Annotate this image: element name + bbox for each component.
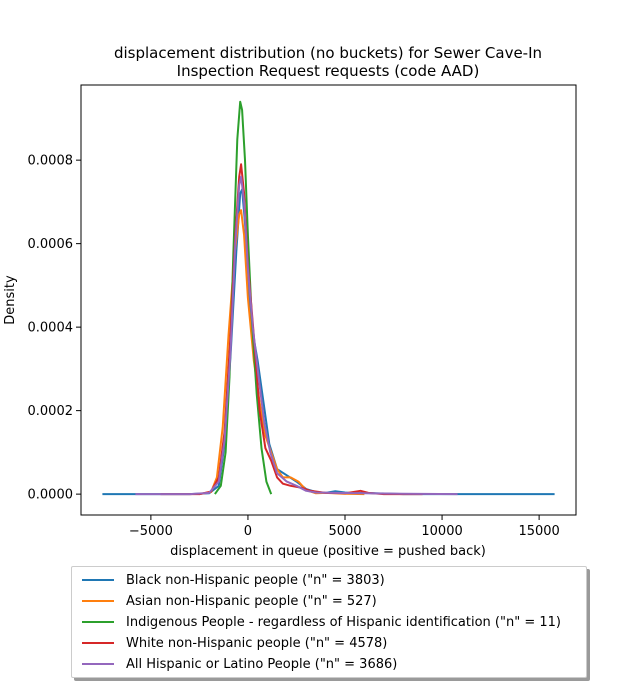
y-tick-label: 0.0000 bbox=[28, 488, 74, 503]
legend-item: All Hispanic or Latino People ("n" = 368… bbox=[72, 654, 397, 674]
legend-swatch-line bbox=[82, 621, 114, 623]
series-layer bbox=[102, 100, 555, 496]
chart-title-line-1: displacement distribution (no buckets) f… bbox=[114, 44, 542, 62]
y-tick-label: 0.0004 bbox=[28, 321, 74, 336]
legend-label: White non-Hispanic people ("n" = 4578) bbox=[126, 635, 388, 651]
y-axis-label: Density bbox=[3, 275, 18, 325]
y-tick-label: 0.0008 bbox=[28, 154, 74, 169]
legend-swatch-line bbox=[82, 579, 114, 581]
x-tick-label: 5000 bbox=[328, 524, 361, 539]
legend-label: Indigenous People - regardless of Hispan… bbox=[126, 614, 561, 630]
y-axis-ticks: 0.0000 0.0002 0.0004 0.0006 0.0008 bbox=[28, 154, 81, 503]
legend-swatch-line bbox=[82, 642, 114, 644]
legend-item: Black non-Hispanic people ("n" = 3803) bbox=[72, 570, 385, 590]
series-line-2 bbox=[214, 100, 273, 495]
series-line-0 bbox=[102, 188, 555, 496]
x-tick-label: −5000 bbox=[129, 524, 173, 539]
legend-label: All Hispanic or Latino People ("n" = 368… bbox=[126, 656, 398, 672]
legend-item: Indigenous People - regardless of Hispan… bbox=[72, 612, 561, 632]
series-line-4 bbox=[135, 175, 458, 496]
legend-swatch-line bbox=[82, 600, 114, 602]
chart-legend: Black non-Hispanic people ("n" = 3803) A… bbox=[71, 566, 587, 678]
x-tick-label: 15000 bbox=[518, 524, 559, 539]
x-tick-label: 0 bbox=[244, 524, 252, 539]
legend-swatch-line bbox=[82, 663, 114, 665]
x-tick-label: 10000 bbox=[421, 524, 462, 539]
chart-title-line-2: Inspection Request requests (code AAD) bbox=[177, 62, 480, 80]
legend-item: White non-Hispanic people ("n" = 4578) bbox=[72, 633, 387, 653]
legend-label: Black non-Hispanic people ("n" = 3803) bbox=[126, 572, 385, 588]
y-tick-label: 0.0002 bbox=[28, 404, 74, 419]
y-tick-label: 0.0006 bbox=[28, 237, 74, 252]
legend-label: Asian non-Hispanic people ("n" = 527) bbox=[126, 593, 377, 609]
x-axis-label: displacement in queue (positive = pushed… bbox=[170, 544, 486, 559]
series-line-3 bbox=[160, 163, 423, 496]
x-axis-ticks: −5000 0 5000 10000 15000 bbox=[129, 515, 560, 539]
legend-item: Asian non-Hispanic people ("n" = 527) bbox=[72, 591, 377, 611]
plot-area-frame bbox=[80, 84, 577, 516]
